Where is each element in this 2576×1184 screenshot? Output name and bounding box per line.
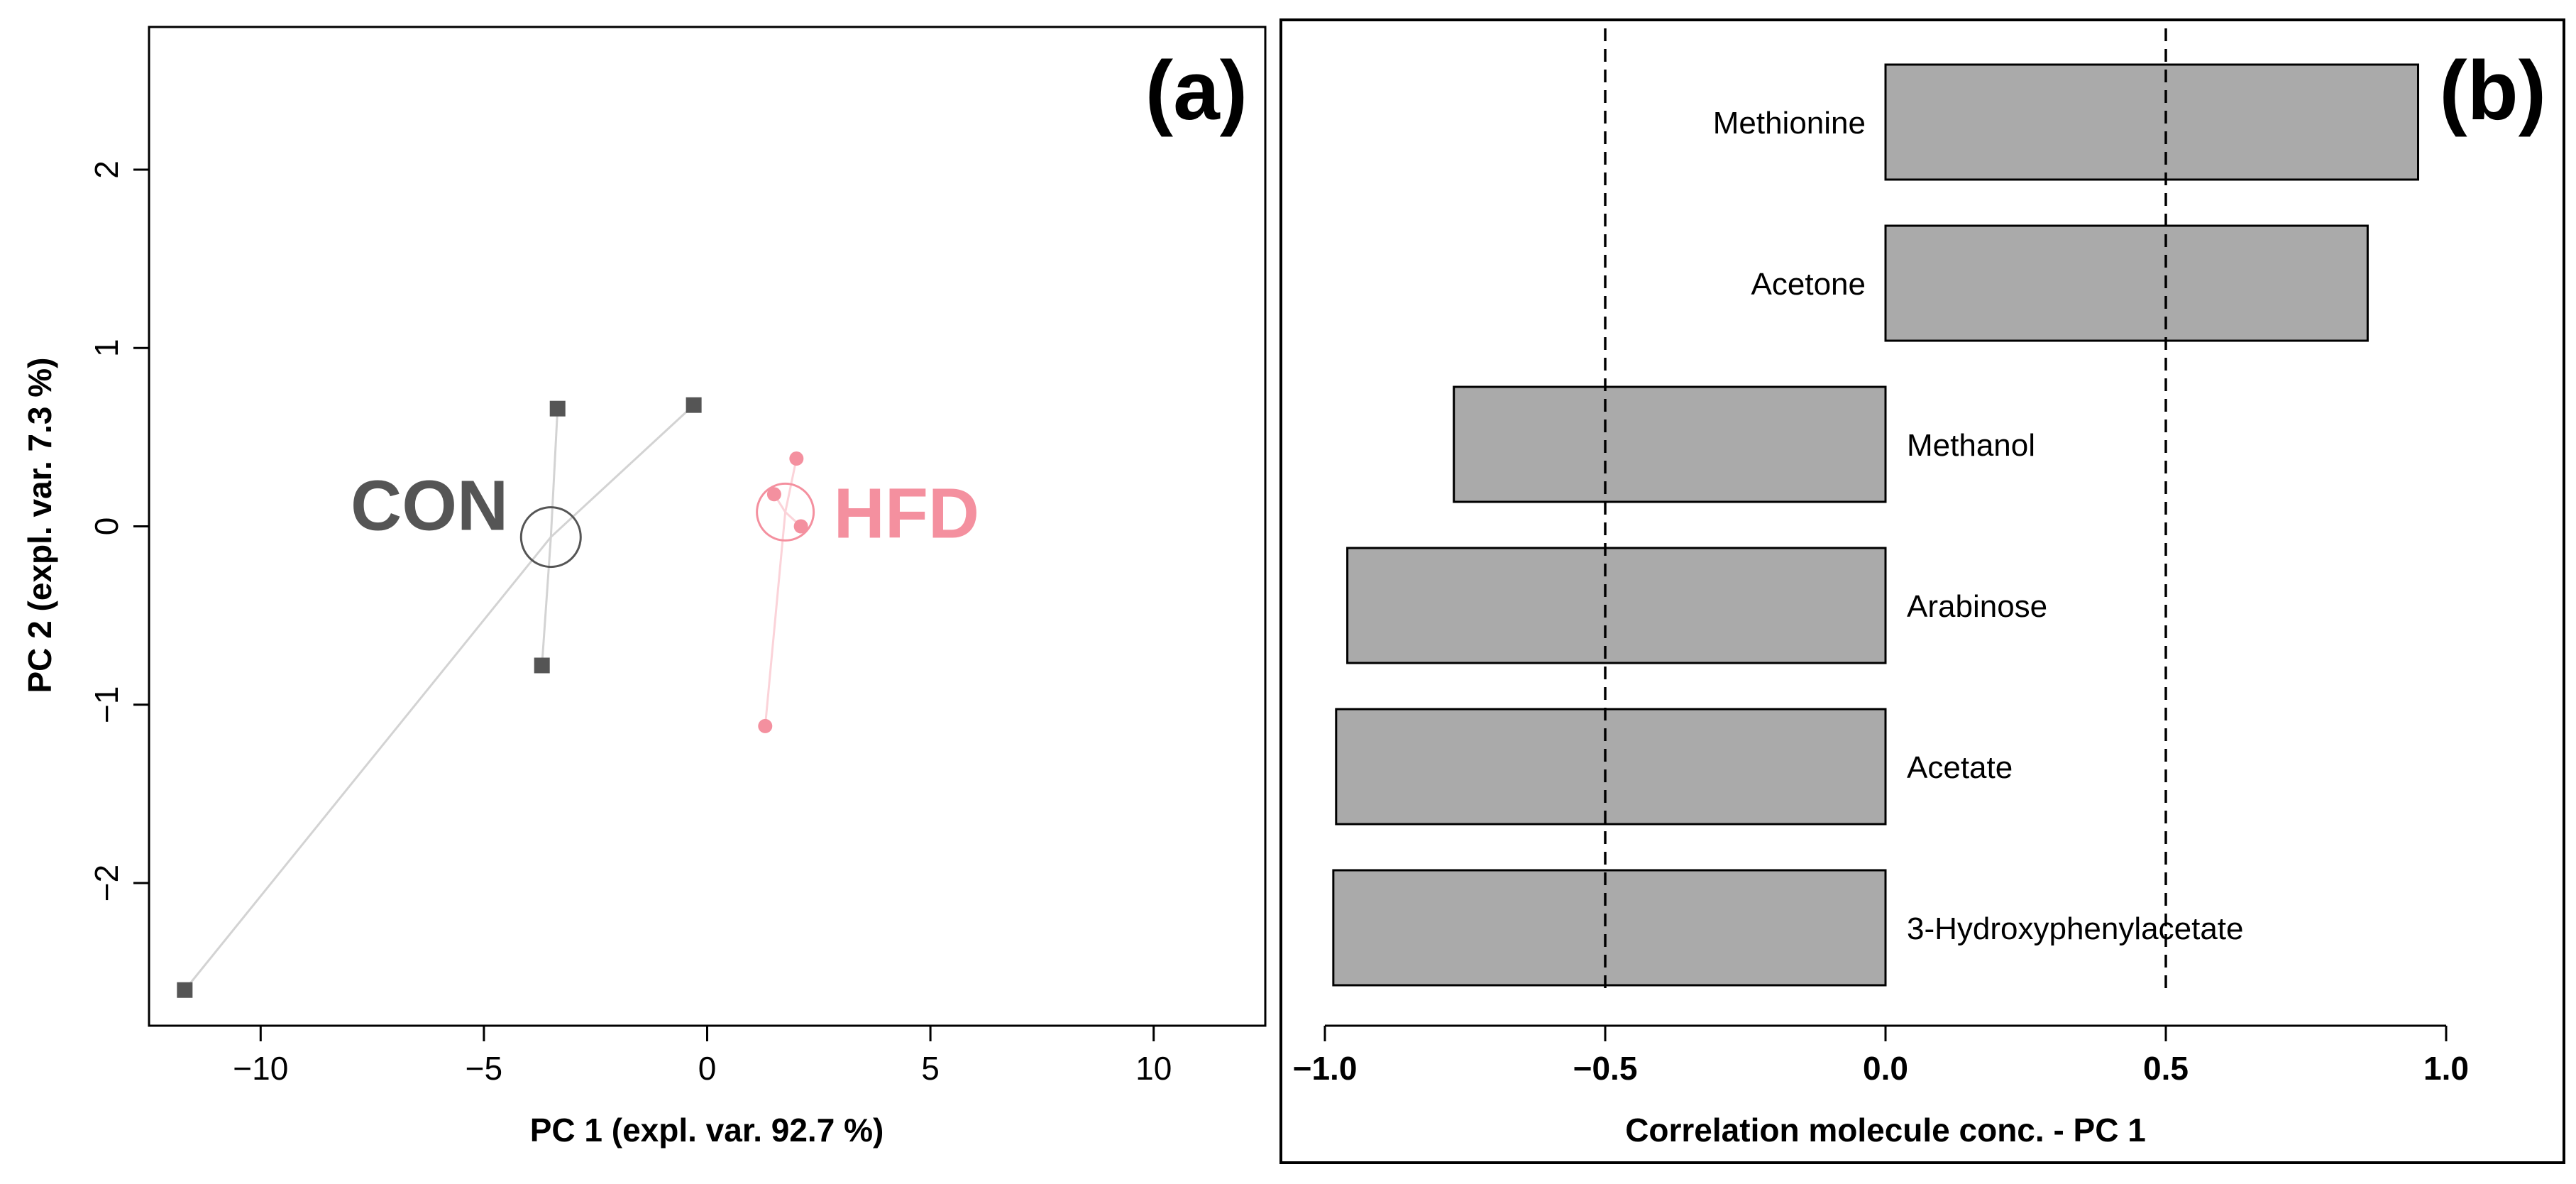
bars (1332, 63, 2419, 987)
category-label-3-hydroxyphenylacetate: 3-Hydroxyphenylacetate (1907, 911, 2243, 946)
x-tick-label: 1.0 (2423, 1050, 2469, 1087)
category-label-acetone: Acetone (1751, 267, 1866, 302)
point-con-3 (177, 982, 193, 998)
connector-line-hfd-0 (784, 458, 798, 512)
reference-lines (1604, 28, 2167, 988)
data-points (177, 397, 808, 998)
centroid-con (519, 506, 582, 569)
category-label-methanol: Methanol (1907, 428, 2035, 463)
category-label-methionine: Methionine (1713, 106, 1866, 141)
correlation-bar-chart: Methionine Acetone Methanol Arabinose Acetat… (1279, 18, 2565, 1164)
category-label-acetate: Acetate (1907, 750, 2013, 785)
y-tick-label: −2 (88, 865, 125, 901)
panel-label-b: (b) (2439, 44, 2546, 138)
point-hfd-2 (793, 519, 808, 534)
y-axis-label: PC 2 (expl. var. 7.3 %) (21, 357, 58, 693)
x-tick-label: 0.0 (1863, 1050, 1908, 1087)
x-axis: −10 −5 0 5 10 (233, 1026, 1172, 1087)
group-centroids (519, 482, 815, 569)
x-tick-label: −10 (233, 1050, 288, 1087)
point-hfd-1 (766, 487, 781, 502)
x-tick-label: −0.5 (1573, 1050, 1638, 1087)
y-tick-label: 0 (88, 517, 125, 536)
group-connector-lines (184, 404, 802, 991)
x-tick-label: −1.0 (1293, 1050, 1358, 1087)
x-tick-label: −5 (466, 1050, 502, 1087)
point-hfd-0 (789, 451, 804, 466)
bar-methionine (1884, 63, 2419, 181)
bar-methanol (1453, 385, 1887, 503)
x-axis-label: Correlation molecule conc. - PC 1 (1625, 1112, 2146, 1149)
connector-line-con-0 (549, 408, 559, 537)
y-tick-label: 2 (88, 160, 125, 179)
group-label-con: CON (351, 466, 508, 546)
x-axis: −1.0 −0.5 0.0 0.5 1.0 (1293, 1024, 2469, 1087)
connector-line-con-2 (541, 537, 552, 666)
group-label-hfd: HFD (834, 473, 980, 553)
bar-arabinose (1346, 547, 1887, 664)
point-hfd-3 (758, 718, 773, 733)
connector-line-con-3 (184, 536, 552, 991)
y-tick-label: −1 (88, 686, 125, 723)
bar-acetate (1335, 708, 1887, 826)
point-con-2 (534, 657, 550, 674)
point-con-0 (549, 400, 566, 417)
category-label-arabinose: Arabinose (1907, 589, 2047, 624)
point-con-1 (686, 397, 702, 413)
x-axis-label: PC 1 (expl. var. 92.7 %) (530, 1112, 884, 1149)
connector-line-hfd-3 (764, 512, 787, 727)
y-axis: −2 −1 0 1 2 (88, 160, 149, 901)
x-tick-label: 10 (1135, 1050, 1172, 1087)
connector-line-con-1 (550, 404, 695, 538)
x-tick-label: 0 (698, 1050, 717, 1087)
plot-a-frame (148, 26, 1267, 1027)
x-tick-label: 0.5 (2143, 1050, 2189, 1087)
category-labels: Methionine Acetone Methanol Arabinose Acetat… (1713, 106, 2244, 946)
centroid-hfd (756, 482, 815, 542)
bar-3-hydroxyphenylacetate (1332, 869, 1887, 987)
x-tick-label: 5 (921, 1050, 940, 1087)
plot-b-frame (1279, 18, 2565, 1164)
bar-acetone (1884, 224, 2369, 342)
y-tick-label: 1 (88, 339, 125, 357)
panel-label-a: (a) (1145, 44, 1248, 138)
